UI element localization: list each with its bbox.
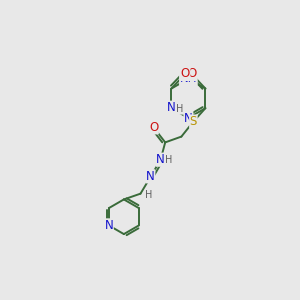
Text: N: N <box>167 101 176 114</box>
Text: N: N <box>104 219 113 232</box>
Text: S: S <box>190 115 197 128</box>
Text: H: H <box>176 104 184 114</box>
Text: O: O <box>181 68 190 80</box>
Text: H: H <box>145 190 152 200</box>
Text: H: H <box>165 155 172 165</box>
Text: N: N <box>146 170 155 183</box>
Text: NH: NH <box>180 72 197 85</box>
Text: N: N <box>184 112 193 124</box>
Text: O: O <box>149 121 158 134</box>
Text: N: N <box>156 153 165 166</box>
Text: O: O <box>187 68 196 80</box>
